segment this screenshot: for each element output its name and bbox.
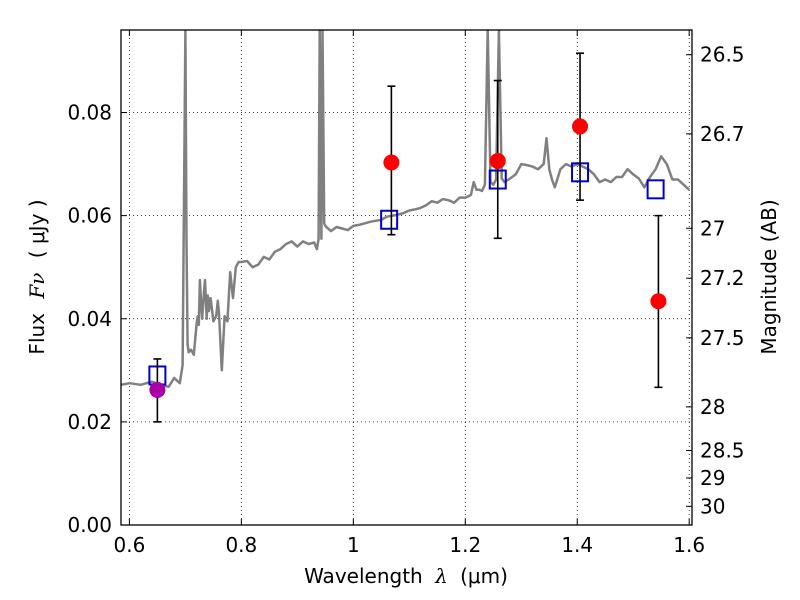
- y2-axis-title: Magnitude (AB): [757, 199, 781, 354]
- x-tick-label: 0.6: [113, 533, 145, 557]
- y2-tick-label: 26.5: [700, 43, 745, 67]
- x-tick-label: 0.8: [225, 533, 257, 557]
- x-axis-title-unit: (μm): [460, 564, 508, 588]
- plot-frame: [120, 29, 693, 526]
- y2-tick-label: 29: [700, 466, 725, 490]
- y2-tick-label: 27.2: [700, 266, 745, 290]
- observed-point: [572, 118, 589, 135]
- y-axis-title: Flux Fν ( μJy ): [25, 199, 49, 354]
- y-axis-title-symbol: Fν: [25, 273, 49, 300]
- synthetic-photometry-square: [380, 209, 399, 230]
- observed-point: [489, 152, 506, 169]
- y2-tick-label: 30: [700, 494, 725, 518]
- x-tick-label: 1.6: [673, 533, 705, 557]
- y-tick-label: 0.02: [67, 410, 112, 434]
- axis-ticks: 0.6 0.8 1 1.2 1.4 1.6 0.00 0.02 0.04 0.06 0.08 26.5…: [67, 30, 745, 557]
- observed-point: [383, 154, 400, 171]
- x-tick-label: 1.2: [449, 533, 481, 557]
- spectrum-layer: [121, 30, 691, 389]
- y-tick-label: 0.00: [67, 513, 112, 537]
- x-tick-label: 1: [347, 533, 360, 557]
- y-axis-title-unit: ( μJy ): [25, 199, 49, 258]
- y2-tick-label: 28.5: [700, 438, 745, 462]
- y-tick-label: 0.08: [67, 101, 112, 125]
- grid-lines: [121, 30, 692, 525]
- y-axis-title-text: Flux: [25, 313, 49, 355]
- y-tick-label: 0.04: [67, 307, 112, 331]
- x-axis-title-text: Wavelength: [304, 564, 423, 588]
- synthetic-photometry-layer: [148, 162, 665, 386]
- x-tick-label: 1.4: [561, 533, 593, 557]
- y-tick-label: 0.06: [67, 204, 112, 228]
- synthetic-photometry-square: [646, 179, 665, 200]
- x-axis-title: Wavelength λ (μm): [304, 564, 508, 588]
- observed-point: [650, 293, 667, 310]
- spectrum-line: [121, 30, 691, 389]
- y2-tick-label: 28: [700, 395, 725, 419]
- y2-tick-label: 27: [700, 216, 725, 240]
- observed-point: [149, 381, 166, 398]
- observed-photometry-layer: [149, 52, 667, 423]
- x-axis-title-symbol: λ: [434, 564, 448, 588]
- y2-tick-label: 26.7: [700, 122, 745, 146]
- y2-tick-label: 27.5: [700, 326, 745, 350]
